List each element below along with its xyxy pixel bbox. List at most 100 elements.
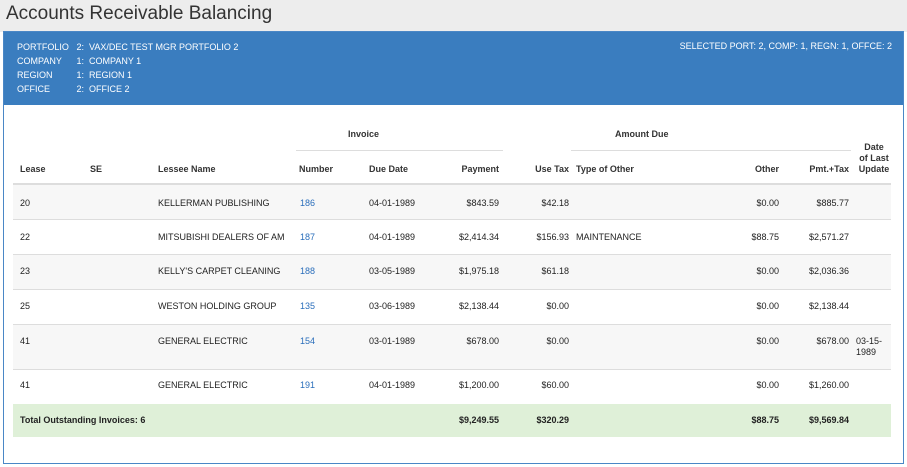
cell-other: $0.00	[756, 380, 779, 390]
invoice-number-link[interactable]: 187	[300, 232, 316, 242]
total-other: $88.75	[751, 415, 779, 425]
cell-lease: 41	[20, 336, 31, 346]
context-label: PORTFOLIO	[17, 42, 69, 52]
cell-lease: 22	[20, 232, 31, 242]
report-panel: PORTFOLIO 2: VAX/DEC TEST MGR PORTFOLIO …	[3, 31, 904, 464]
cell-due-date: 03-01-1989	[369, 336, 416, 346]
cell-pmt-tax: $2,036.36	[808, 266, 849, 276]
table-row: 25 WESTON HOLDING GROUP 135 03-06-1989 $…	[13, 290, 891, 324]
cell-other: $0.00	[756, 266, 779, 276]
table-row: 41 GENERAL ELECTRIC 154 03-01-1989 $678.…	[13, 325, 891, 369]
cell-lease: 25	[20, 301, 31, 311]
cell-last-update-line2: 1989	[856, 347, 877, 357]
col-header-se: SE	[90, 164, 103, 174]
table-row: 22 MITSUBISHI DEALERS OF AM 187 04-01-19…	[13, 220, 891, 254]
row-divider	[13, 219, 891, 220]
context-code: 1:	[76, 70, 84, 80]
context-name: VAX/DEC TEST MGR PORTFOLIO 2	[89, 42, 239, 52]
row-divider	[13, 324, 891, 325]
cell-pmt-tax: $2,571.27	[808, 232, 849, 242]
cell-use-tax: $60.00	[541, 380, 569, 390]
cell-other: $0.00	[756, 301, 779, 311]
cell-lessee: GENERAL ELECTRIC	[158, 336, 248, 346]
group-underline-amount	[571, 150, 851, 151]
row-divider	[13, 289, 891, 290]
invoice-table: Invoice Amount Due Lease SE Lessee Name …	[13, 0, 891, 467]
context-label: OFFICE	[17, 84, 50, 94]
cell-lease: 41	[20, 380, 31, 390]
table-row: 20 KELLERMAN PUBLISHING 186 04-01-1989 $…	[13, 185, 891, 219]
cell-due-date: 03-06-1989	[369, 301, 416, 311]
cell-payment: $2,138.44	[458, 301, 499, 311]
col-header-pmt-tax: Pmt.+Tax	[809, 164, 849, 174]
context-name: COMPANY 1	[89, 56, 142, 66]
col-header-number: Number	[299, 164, 334, 174]
row-divider	[13, 369, 891, 370]
context-code: 2:	[76, 84, 84, 94]
cell-lessee: KELLERMAN PUBLISHING	[158, 198, 270, 208]
context-header: PORTFOLIO 2: VAX/DEC TEST MGR PORTFOLIO …	[4, 32, 903, 105]
context-name: OFFICE 2	[89, 84, 130, 94]
context-label: REGION	[17, 70, 53, 80]
invoice-number-link[interactable]: 191	[300, 380, 316, 390]
cell-payment: $1,975.18	[458, 266, 499, 276]
col-header-last-update-line2: of Last	[859, 153, 889, 163]
cell-lessee: WESTON HOLDING GROUP	[158, 301, 277, 311]
cell-other: $0.00	[756, 336, 779, 346]
invoice-number-link[interactable]: 188	[300, 266, 316, 276]
selection-summary: SELECTED PORT: 2, COMP: 1, REGN: 1, OFFC…	[679, 41, 892, 51]
col-header-last-update: Date of Last Update	[857, 142, 891, 175]
row-divider	[13, 254, 891, 255]
cell-type-of-other: MAINTENANCE	[576, 232, 642, 242]
group-header-amount-due: Amount Due	[615, 129, 669, 139]
cell-payment: $843.59	[466, 198, 499, 208]
cell-payment: $678.00	[466, 336, 499, 346]
col-header-due-date: Due Date	[369, 164, 409, 174]
cell-due-date: 03-05-1989	[369, 266, 416, 276]
col-header-last-update-line1: Date	[864, 142, 884, 152]
context-label: COMPANY	[17, 56, 62, 66]
cell-pmt-tax: $885.77	[816, 198, 849, 208]
col-header-last-update-line3: Update	[858, 164, 890, 174]
group-header-invoice: Invoice	[348, 129, 380, 139]
col-header-use-tax: Use Tax	[535, 164, 569, 174]
cell-use-tax: $156.93	[536, 232, 569, 242]
cell-last-update-line1: 03-15-	[856, 336, 883, 346]
col-header-payment: Payment	[461, 164, 499, 174]
total-use-tax: $320.29	[536, 415, 569, 425]
cell-lessee: MITSUBISHI DEALERS OF AM	[158, 232, 285, 242]
page-title: Accounts Receivable Balancing	[6, 3, 273, 24]
cell-use-tax: $42.18	[541, 198, 569, 208]
col-header-lease: Lease	[20, 164, 46, 174]
cell-pmt-tax: $2,138.44	[808, 301, 849, 311]
cell-lease: 20	[20, 198, 31, 208]
total-pmt-tax: $9,569.84	[808, 415, 849, 425]
cell-use-tax: $61.18	[541, 266, 569, 276]
total-row: Total Outstanding Invoices: 6 $9,249.55 …	[13, 404, 891, 437]
context-code: 2:	[76, 42, 84, 52]
context-name: REGION 1	[89, 70, 133, 80]
cell-pmt-tax: $678.00	[816, 336, 849, 346]
col-header-lessee: Lessee Name	[158, 164, 216, 174]
cell-payment: $1,200.00	[458, 380, 499, 390]
invoice-number-link[interactable]: 186	[300, 198, 316, 208]
cell-due-date: 04-01-1989	[369, 198, 416, 208]
invoice-number-link[interactable]: 154	[300, 336, 316, 346]
cell-due-date: 04-01-1989	[369, 232, 416, 242]
cell-other: $88.75	[751, 232, 779, 242]
cell-lessee: KELLY'S CARPET CLEANING	[158, 266, 281, 276]
context-code: 1:	[76, 56, 84, 66]
cell-other: $0.00	[756, 198, 779, 208]
table-row: 23 KELLY'S CARPET CLEANING 188 03-05-198…	[13, 255, 891, 289]
total-label: Total Outstanding Invoices: 6	[20, 415, 146, 425]
invoice-number-link[interactable]: 135	[300, 301, 316, 311]
cell-lease: 23	[20, 266, 31, 276]
page-header: Accounts Receivable Balancing	[0, 0, 907, 32]
total-payment: $9,249.55	[458, 415, 499, 425]
cell-due-date: 04-01-1989	[369, 380, 416, 390]
cell-pmt-tax: $1,260.00	[808, 380, 849, 390]
cell-use-tax: $0.00	[546, 301, 569, 311]
group-underline-invoice	[296, 150, 503, 151]
cell-payment: $2,414.34	[458, 232, 499, 242]
cell-last-update: 03-15- 1989	[856, 336, 882, 358]
